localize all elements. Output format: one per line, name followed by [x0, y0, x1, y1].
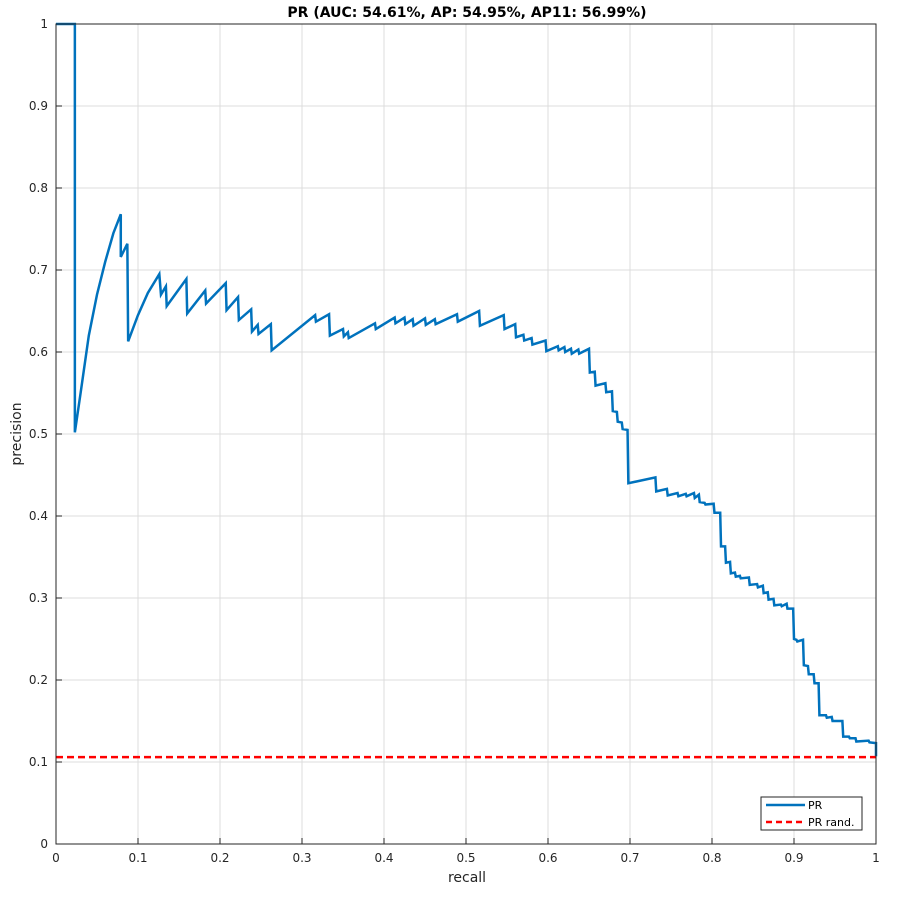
legend: PR PR rand.	[760, 796, 863, 831]
series-line-pr	[56, 22, 878, 757]
x-tick-label: 0.4	[374, 851, 393, 865]
y-tick-label: 0.1	[29, 755, 48, 769]
y-tick-label: 0.7	[29, 263, 48, 277]
y-tick-label: 0	[40, 837, 48, 851]
x-tick-label: 0	[52, 851, 60, 865]
x-tick-label: 0.7	[620, 851, 639, 865]
legend-label-pr-rand: PR rand.	[808, 816, 855, 829]
chart-title: PR (AUC: 54.61%, AP: 54.95%, AP11: 56.99…	[287, 5, 646, 21]
y-tick-label: 0.6	[29, 345, 48, 359]
y-tick-label: 0.3	[29, 591, 48, 605]
y-tick-label: 0.5	[29, 427, 48, 441]
axes-box	[55, 23, 877, 845]
axes-frame	[55, 23, 877, 845]
y-tick-label: 0.2	[29, 673, 48, 687]
x-tick-label: 0.3	[292, 851, 311, 865]
y-tick-label: 0.4	[29, 509, 48, 523]
y-tick-label: 0.9	[29, 99, 48, 113]
legend-box	[760, 796, 863, 831]
x-tick-label: 0.5	[456, 851, 475, 865]
x-tick-label: 0.8	[702, 851, 721, 865]
x-axis-label: recall	[448, 870, 486, 886]
x-tick-label: 1	[872, 851, 880, 865]
x-tick-labels: 0 0.1 0.2 0.3 0.4 0.5 0.6 0.7 0.8 0.9 1	[52, 851, 880, 865]
y-tick-label: 1	[40, 17, 48, 31]
y-tick-label: 0.8	[29, 181, 48, 195]
x-tick-label: 0.2	[210, 851, 229, 865]
legend-label-pr: PR	[808, 799, 823, 812]
x-tick-label: 0.6	[538, 851, 557, 865]
y-tick-labels: 0 0.1 0.2 0.3 0.4 0.5 0.6 0.7 0.8 0.9 1	[29, 17, 48, 851]
x-tick-label: 0.1	[128, 851, 147, 865]
series-layer	[56, 22, 878, 759]
y-axis-label: precision	[9, 402, 25, 465]
x-tick-label: 0.9	[784, 851, 803, 865]
